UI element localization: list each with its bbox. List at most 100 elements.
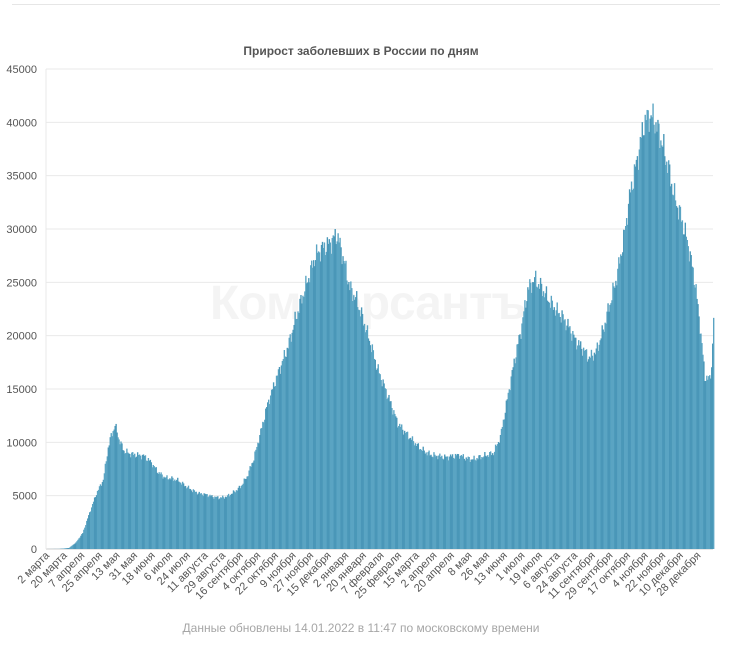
data-bar[interactable] bbox=[533, 282, 535, 549]
data-bar[interactable] bbox=[602, 329, 604, 549]
data-bar[interactable] bbox=[405, 432, 408, 549]
data-bar[interactable] bbox=[236, 490, 239, 549]
data-bar[interactable] bbox=[269, 395, 272, 549]
data-bar[interactable] bbox=[562, 314, 564, 549]
data-bar[interactable] bbox=[660, 140, 662, 549]
data-bar[interactable] bbox=[336, 241, 338, 549]
data-bar[interactable] bbox=[425, 452, 427, 549]
data-bar[interactable] bbox=[353, 295, 355, 549]
data-bar[interactable] bbox=[215, 497, 217, 549]
data-bar[interactable] bbox=[344, 263, 346, 549]
data-bar[interactable] bbox=[169, 478, 171, 549]
data-bar[interactable] bbox=[686, 239, 688, 550]
data-bar[interactable] bbox=[123, 450, 125, 549]
data-bar[interactable] bbox=[427, 452, 429, 549]
data-bar[interactable] bbox=[466, 458, 468, 549]
data-bar[interactable] bbox=[208, 496, 210, 549]
data-bar[interactable] bbox=[629, 192, 632, 549]
data-bar[interactable] bbox=[508, 389, 510, 549]
data-bar[interactable] bbox=[111, 436, 113, 549]
data-bar[interactable] bbox=[525, 307, 527, 549]
data-bar[interactable] bbox=[250, 466, 252, 549]
data-bar[interactable] bbox=[702, 354, 704, 549]
data-bar[interactable] bbox=[709, 375, 711, 549]
data-bar[interactable] bbox=[145, 460, 148, 549]
data-bar[interactable] bbox=[522, 317, 524, 549]
data-bar[interactable] bbox=[421, 450, 423, 549]
data-bar[interactable] bbox=[554, 315, 556, 549]
data-bar[interactable] bbox=[681, 220, 684, 549]
data-bar[interactable] bbox=[380, 379, 382, 549]
data-bar[interactable] bbox=[535, 270, 537, 549]
data-bar[interactable] bbox=[183, 486, 186, 549]
data-bar[interactable] bbox=[656, 131, 658, 549]
data-bar[interactable] bbox=[300, 295, 302, 549]
data-bar[interactable] bbox=[502, 419, 505, 549]
data-bar[interactable] bbox=[237, 487, 240, 549]
data-bar[interactable] bbox=[327, 243, 330, 549]
data-bar[interactable] bbox=[188, 488, 191, 549]
data-bar[interactable] bbox=[267, 402, 269, 549]
data-bar[interactable] bbox=[283, 350, 286, 549]
data-bar[interactable] bbox=[659, 148, 661, 550]
data-bar[interactable] bbox=[369, 345, 372, 549]
data-bar[interactable] bbox=[265, 408, 267, 549]
data-bar[interactable] bbox=[124, 453, 126, 549]
data-bar[interactable] bbox=[223, 498, 226, 549]
data-bar[interactable] bbox=[245, 478, 247, 549]
data-bar[interactable] bbox=[592, 360, 595, 549]
data-bar[interactable] bbox=[158, 472, 160, 549]
data-bar[interactable] bbox=[567, 318, 569, 549]
data-bar[interactable] bbox=[573, 334, 575, 549]
data-bar[interactable] bbox=[563, 320, 565, 549]
data-bar[interactable] bbox=[654, 133, 656, 549]
data-bar[interactable] bbox=[129, 453, 131, 549]
data-bar[interactable] bbox=[486, 456, 488, 549]
data-bar[interactable] bbox=[521, 323, 523, 549]
data-bar[interactable] bbox=[641, 122, 643, 549]
data-bar[interactable] bbox=[219, 498, 221, 549]
data-bar[interactable] bbox=[616, 285, 618, 549]
data-bar[interactable] bbox=[83, 529, 85, 549]
data-bar[interactable] bbox=[459, 455, 462, 549]
data-bar[interactable] bbox=[545, 286, 548, 549]
data-bar[interactable] bbox=[636, 156, 639, 549]
data-bar[interactable] bbox=[113, 429, 115, 549]
data-bar[interactable] bbox=[546, 300, 549, 549]
data-bar[interactable] bbox=[398, 425, 400, 549]
data-bar[interactable] bbox=[368, 340, 371, 549]
data-bar[interactable] bbox=[273, 386, 276, 549]
data-bar[interactable] bbox=[622, 252, 624, 549]
data-bar[interactable] bbox=[691, 266, 693, 549]
data-bar[interactable] bbox=[76, 541, 78, 549]
data-bar[interactable] bbox=[495, 446, 498, 549]
data-bar[interactable] bbox=[509, 390, 511, 549]
data-bar[interactable] bbox=[357, 309, 360, 549]
data-bar[interactable] bbox=[92, 501, 95, 549]
data-bar[interactable] bbox=[65, 548, 67, 549]
data-bar[interactable] bbox=[378, 373, 380, 549]
data-bar[interactable] bbox=[379, 374, 381, 549]
data-bar[interactable] bbox=[119, 444, 121, 549]
data-bar[interactable] bbox=[505, 400, 508, 549]
data-bar[interactable] bbox=[109, 437, 111, 549]
data-bar[interactable] bbox=[577, 345, 579, 549]
data-bar[interactable] bbox=[556, 302, 558, 549]
data-bar[interactable] bbox=[550, 295, 553, 549]
data-bar[interactable] bbox=[352, 301, 354, 549]
data-bar[interactable] bbox=[166, 475, 168, 549]
data-bar[interactable] bbox=[671, 194, 674, 549]
data-bar[interactable] bbox=[218, 499, 220, 549]
data-bar[interactable] bbox=[72, 544, 74, 549]
data-bar[interactable] bbox=[160, 472, 162, 549]
data-bar[interactable] bbox=[82, 532, 84, 549]
data-bar[interactable] bbox=[548, 302, 551, 549]
data-bar[interactable] bbox=[539, 277, 542, 549]
data-bar[interactable] bbox=[517, 343, 519, 549]
data-bar[interactable] bbox=[317, 251, 320, 550]
data-bar[interactable] bbox=[410, 439, 413, 549]
data-bar[interactable] bbox=[229, 494, 232, 549]
data-bar[interactable] bbox=[451, 454, 454, 549]
data-bar[interactable] bbox=[472, 459, 474, 549]
data-bar[interactable] bbox=[613, 286, 615, 549]
